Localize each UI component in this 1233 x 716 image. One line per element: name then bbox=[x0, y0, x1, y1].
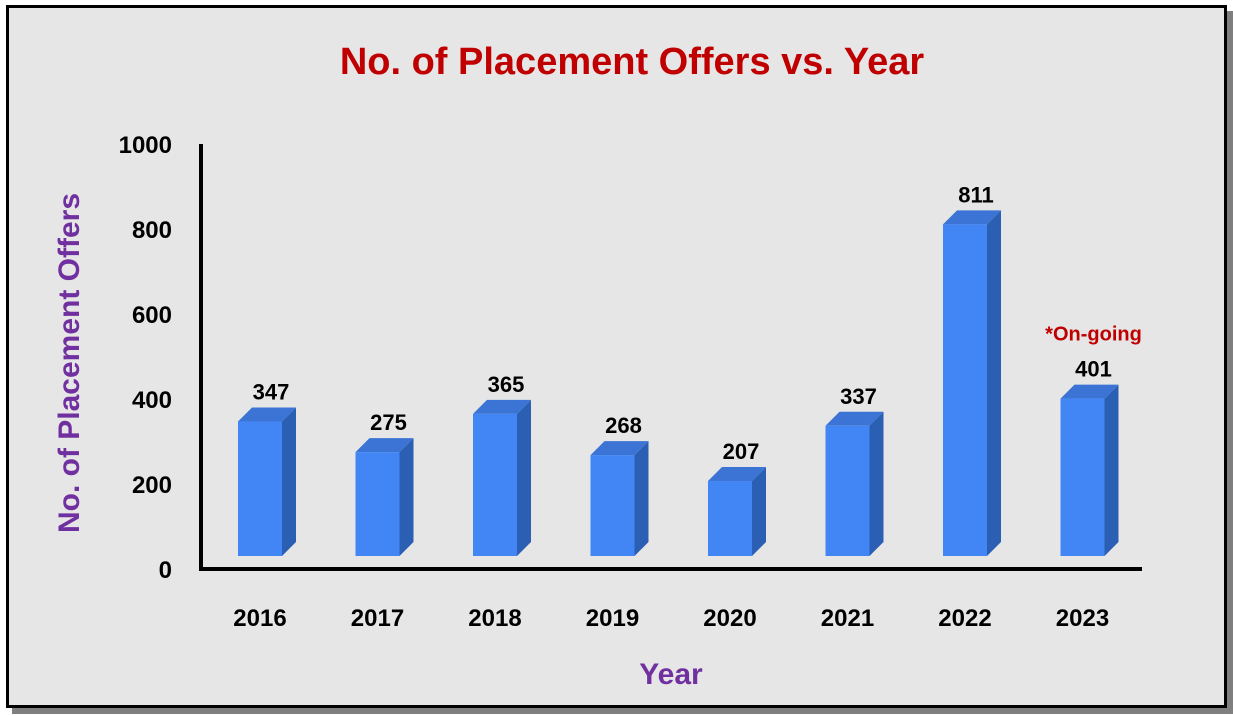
x-tick-label: 2016 bbox=[233, 605, 286, 632]
bar bbox=[355, 438, 414, 556]
bar bbox=[1060, 384, 1119, 556]
bar-side bbox=[517, 399, 531, 556]
y-tick-label: 800 bbox=[132, 217, 172, 244]
y-tick-label: 200 bbox=[132, 472, 172, 499]
bar bbox=[708, 467, 766, 556]
bar-side bbox=[752, 467, 766, 556]
bar-front bbox=[238, 421, 282, 556]
bar-side bbox=[1104, 384, 1119, 556]
bar-top bbox=[1060, 384, 1119, 399]
data-label: 207 bbox=[723, 439, 760, 464]
bar-front bbox=[708, 481, 752, 556]
bar-front bbox=[355, 452, 400, 556]
data-labels: 347 275 365 268 207 337 811 401 bbox=[253, 182, 1112, 464]
bars bbox=[238, 210, 1119, 556]
data-label: 347 bbox=[253, 380, 290, 405]
x-tick-label: 2022 bbox=[938, 605, 991, 632]
bar-top bbox=[825, 411, 884, 426]
bar-top bbox=[943, 210, 1001, 225]
bar bbox=[238, 407, 296, 556]
x-axis-ticks: 2016 2017 2018 2019 2020 2021 2022 2023 bbox=[233, 605, 1109, 632]
y-axis-title: No. of Placement Offers bbox=[53, 193, 86, 533]
y-tick-label: 1000 bbox=[119, 132, 172, 159]
annotations: *On-going bbox=[1045, 324, 1142, 346]
bar bbox=[590, 441, 649, 556]
x-tick-label: 2018 bbox=[468, 605, 521, 632]
chart-frame bbox=[6, 5, 1227, 708]
annotation-note: *On-going bbox=[1045, 324, 1142, 346]
bar bbox=[473, 399, 531, 556]
bar-top bbox=[590, 441, 649, 456]
bar bbox=[825, 411, 884, 556]
bar-side bbox=[987, 210, 1001, 556]
y-axis-ticks: 0 200 400 600 800 1000 bbox=[119, 132, 172, 584]
bar-top bbox=[355, 438, 414, 453]
x-tick-label: 2020 bbox=[703, 605, 756, 632]
bar-side bbox=[282, 407, 296, 556]
data-label: 337 bbox=[840, 384, 877, 409]
x-axis-title: Year bbox=[639, 658, 703, 691]
bar-front bbox=[943, 224, 987, 556]
bar-front bbox=[473, 413, 517, 556]
y-tick-label: 600 bbox=[132, 302, 172, 329]
x-tick-label: 2019 bbox=[586, 605, 639, 632]
bar-top bbox=[708, 467, 766, 482]
bar-side bbox=[399, 438, 414, 556]
chart-title: No. of Placement Offers vs. Year bbox=[340, 41, 925, 83]
bar-side bbox=[869, 411, 884, 556]
bar-front bbox=[1060, 398, 1105, 556]
data-label: 268 bbox=[605, 413, 642, 438]
data-label: 811 bbox=[958, 182, 994, 207]
bar bbox=[943, 210, 1001, 556]
bar-top bbox=[473, 399, 531, 414]
bar-front bbox=[825, 425, 870, 556]
x-tick-label: 2017 bbox=[351, 605, 404, 632]
data-label: 365 bbox=[488, 372, 525, 397]
data-label: 401 bbox=[1075, 357, 1112, 382]
x-tick-label: 2023 bbox=[1056, 605, 1109, 632]
bar-side bbox=[634, 441, 649, 556]
y-tick-label: 0 bbox=[159, 557, 172, 584]
x-tick-label: 2021 bbox=[821, 605, 874, 632]
data-label: 275 bbox=[370, 410, 407, 435]
bar-front bbox=[590, 455, 635, 556]
bar-top bbox=[238, 407, 296, 422]
y-tick-label: 400 bbox=[132, 387, 172, 414]
